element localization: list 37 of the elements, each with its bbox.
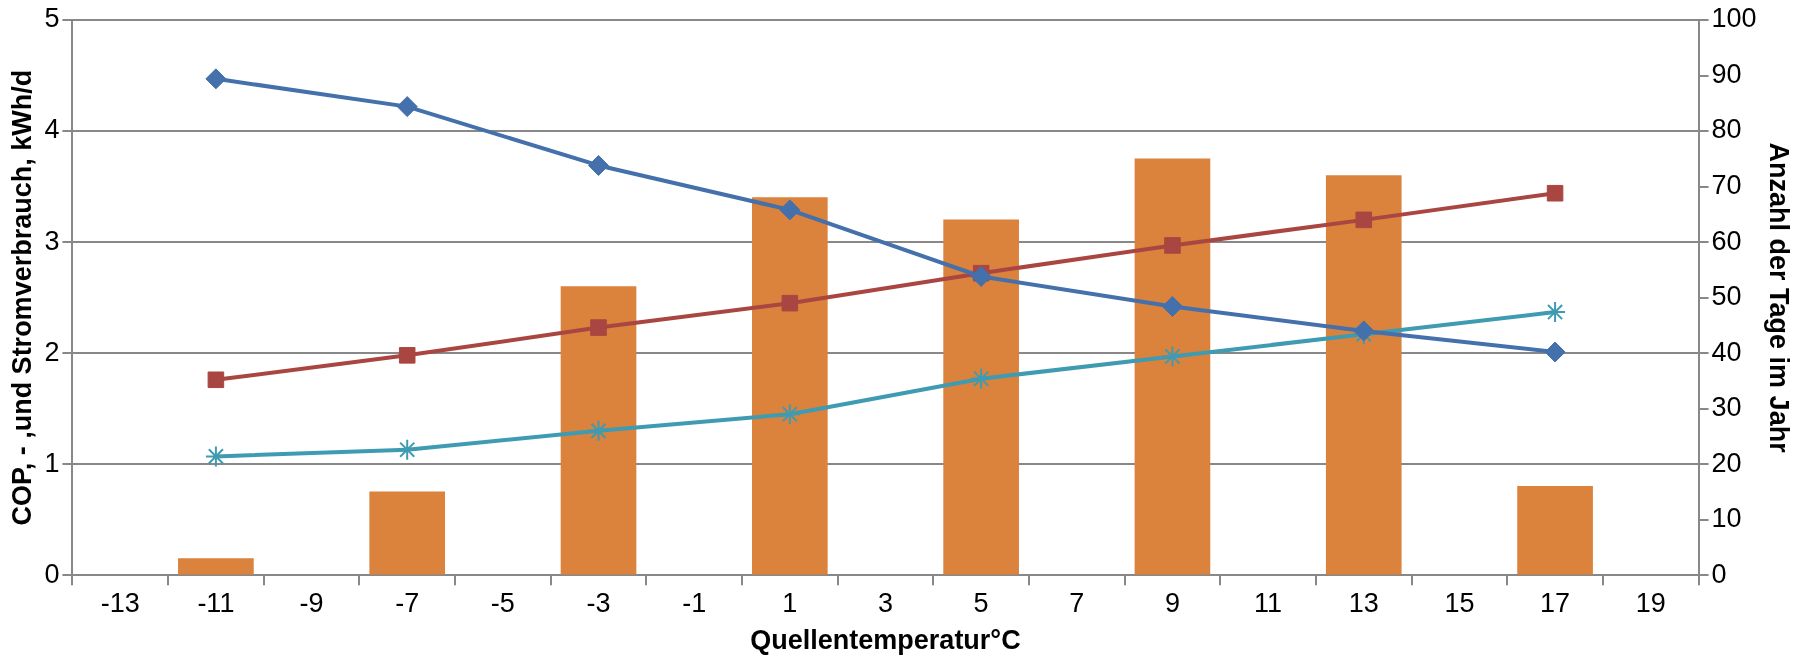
y-tick-label: 5: [44, 3, 60, 34]
y2-axis-title: Anzahl der Tage im Jahr: [1764, 142, 1795, 454]
x-tick-label: 1: [782, 587, 798, 618]
y2-tick-label: 80: [1711, 114, 1742, 145]
y-axis-title: COP, - ,und Stromverbrauch, kWh/d: [6, 69, 37, 526]
y2-tick-label: 40: [1711, 336, 1742, 367]
y2-tick-label: 50: [1711, 281, 1742, 312]
x-tick-label: 7: [1069, 587, 1085, 618]
y2-tick-label: 30: [1711, 392, 1742, 423]
y2-tick-label: 90: [1711, 58, 1742, 89]
y2-tick-label: 60: [1711, 225, 1742, 256]
x-tick-label: 11: [1254, 587, 1283, 618]
y2-tick-label: 70: [1711, 170, 1742, 201]
y-tick-label: 1: [44, 447, 60, 478]
x-tick-label: 9: [1164, 587, 1180, 618]
y-tick-label: 3: [44, 225, 60, 256]
x-tick-label: 13: [1348, 587, 1379, 618]
x-tick-label: 17: [1540, 587, 1571, 618]
x-tick-label: -1: [682, 587, 707, 618]
y2-tick-label: 0: [1711, 558, 1727, 589]
y-tick-label: 4: [44, 114, 60, 145]
x-axis-title: Quellentemperatur°C: [750, 625, 1021, 656]
x-tick-label: 19: [1635, 587, 1666, 618]
x-tick-label: 15: [1444, 587, 1475, 618]
x-tick-label: 5: [973, 587, 989, 618]
y-tick-label: 0: [44, 558, 60, 589]
y2-tick-label: 20: [1711, 447, 1742, 478]
x-tick-label: -5: [490, 587, 515, 618]
x-tick-label: -13: [100, 587, 140, 618]
y-tick-label: 2: [44, 336, 60, 367]
x-tick-label: -7: [395, 587, 420, 618]
x-tick-label: -3: [586, 587, 611, 618]
x-tick-label: 3: [877, 587, 893, 618]
x-tick-label: -9: [299, 587, 324, 618]
y2-tick-label: 100: [1711, 3, 1757, 34]
y2-tick-label: 10: [1711, 503, 1742, 534]
x-tick-label: -11: [197, 587, 235, 618]
